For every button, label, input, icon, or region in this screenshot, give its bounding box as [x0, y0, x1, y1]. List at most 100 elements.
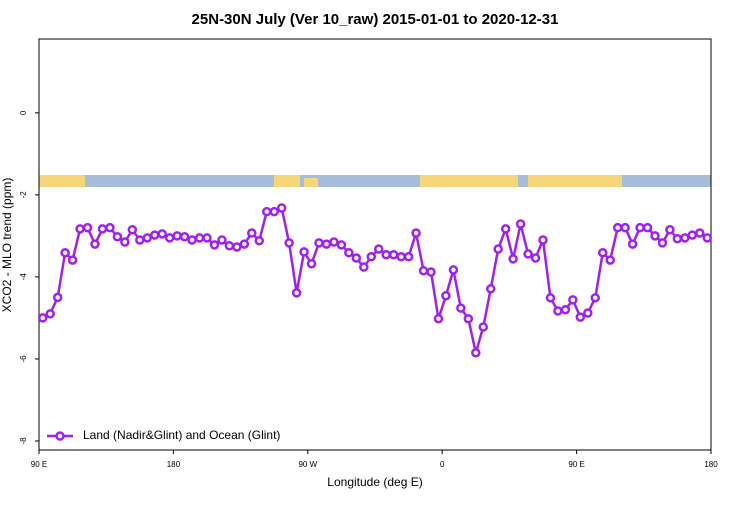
map-land — [274, 175, 300, 187]
x-tick-label: 180 — [167, 460, 181, 469]
data-point — [411, 228, 421, 238]
data-point — [418, 266, 429, 276]
data-point — [695, 228, 705, 238]
x-axis-label: Longitude (deg E) — [327, 475, 422, 489]
data-point — [687, 230, 698, 240]
data-point — [553, 306, 563, 316]
data-point — [261, 206, 272, 217]
data-point — [314, 238, 324, 248]
data-point — [485, 284, 496, 294]
data-point — [538, 235, 548, 245]
data-point — [105, 222, 115, 233]
data-point — [142, 233, 153, 243]
data-point — [530, 253, 541, 263]
x-tick-label: 90 E — [31, 460, 47, 469]
data-point — [478, 322, 489, 332]
data-point — [523, 249, 533, 259]
data-point — [359, 262, 369, 272]
data-point — [448, 265, 459, 275]
data-point — [373, 244, 384, 254]
data-point — [635, 222, 645, 233]
data-point — [232, 242, 242, 252]
data-point — [344, 247, 354, 258]
data-point — [52, 292, 63, 303]
y-tick-label: -8 — [19, 437, 28, 445]
x-tick-label: 0 — [440, 460, 445, 469]
data-point — [568, 295, 578, 305]
data-point — [545, 293, 556, 303]
data-point — [135, 235, 145, 245]
data-point — [515, 219, 526, 229]
x-tick-label: 90 W — [298, 460, 317, 469]
data-point — [90, 239, 100, 249]
data-point — [672, 234, 683, 244]
data-point — [508, 254, 518, 264]
data-point — [306, 259, 317, 269]
data-point — [172, 231, 182, 241]
data-point — [224, 240, 235, 251]
data-point — [590, 293, 601, 303]
data-point — [239, 239, 250, 249]
legend-marker — [55, 431, 65, 441]
data-point — [403, 252, 414, 262]
y-tick-label: -4 — [19, 273, 28, 281]
y-tick-label: -6 — [19, 355, 28, 363]
data-point — [291, 288, 302, 298]
data-point — [351, 253, 362, 263]
data-point — [187, 235, 197, 245]
data-point — [112, 231, 123, 242]
data-point — [164, 233, 175, 243]
data-point — [299, 247, 309, 257]
plot-frame — [38, 38, 712, 451]
data-point — [575, 312, 586, 322]
data-point — [67, 255, 78, 265]
data-point — [500, 224, 511, 234]
data-point — [388, 250, 399, 260]
data-point — [702, 233, 713, 243]
map-strip — [39, 175, 711, 187]
data-point — [45, 309, 55, 319]
x-tick-label: 90 E — [568, 460, 584, 469]
data-point — [456, 303, 466, 313]
data-point — [276, 203, 287, 213]
data-point — [680, 233, 690, 243]
data-point — [642, 222, 653, 233]
data-point — [560, 304, 571, 315]
data-point — [97, 224, 108, 234]
data-point — [37, 313, 48, 323]
data-point — [75, 224, 85, 234]
data-point — [493, 244, 503, 254]
data-point — [247, 228, 257, 238]
data-point — [620, 222, 630, 233]
data-point — [284, 238, 294, 248]
data-point — [396, 252, 406, 262]
map-land — [304, 178, 318, 187]
x-tick-label: 180 — [704, 460, 718, 469]
data-point — [127, 224, 138, 235]
data-point — [202, 233, 212, 243]
data-point — [149, 230, 160, 240]
data-point — [463, 313, 474, 324]
map-land — [420, 175, 518, 187]
legend-label: Land (Nadir&Glint) and Ocean (Glint) — [83, 428, 280, 442]
data-point — [366, 252, 377, 262]
data-point — [597, 247, 608, 258]
data-point — [433, 313, 444, 324]
y-tick-label: -2 — [19, 191, 28, 199]
data-point — [627, 239, 638, 249]
data-point — [329, 237, 339, 247]
data-point — [471, 348, 481, 358]
data-point — [657, 238, 668, 248]
data-point — [381, 250, 391, 260]
data-point — [605, 255, 615, 265]
data-point — [157, 229, 167, 239]
data-point — [650, 231, 660, 241]
data-point — [441, 291, 451, 301]
data-point — [426, 267, 436, 277]
map-land — [528, 175, 622, 187]
data-point — [665, 224, 675, 235]
data-point — [612, 222, 623, 233]
data-point — [217, 235, 227, 245]
data-point — [209, 240, 220, 250]
